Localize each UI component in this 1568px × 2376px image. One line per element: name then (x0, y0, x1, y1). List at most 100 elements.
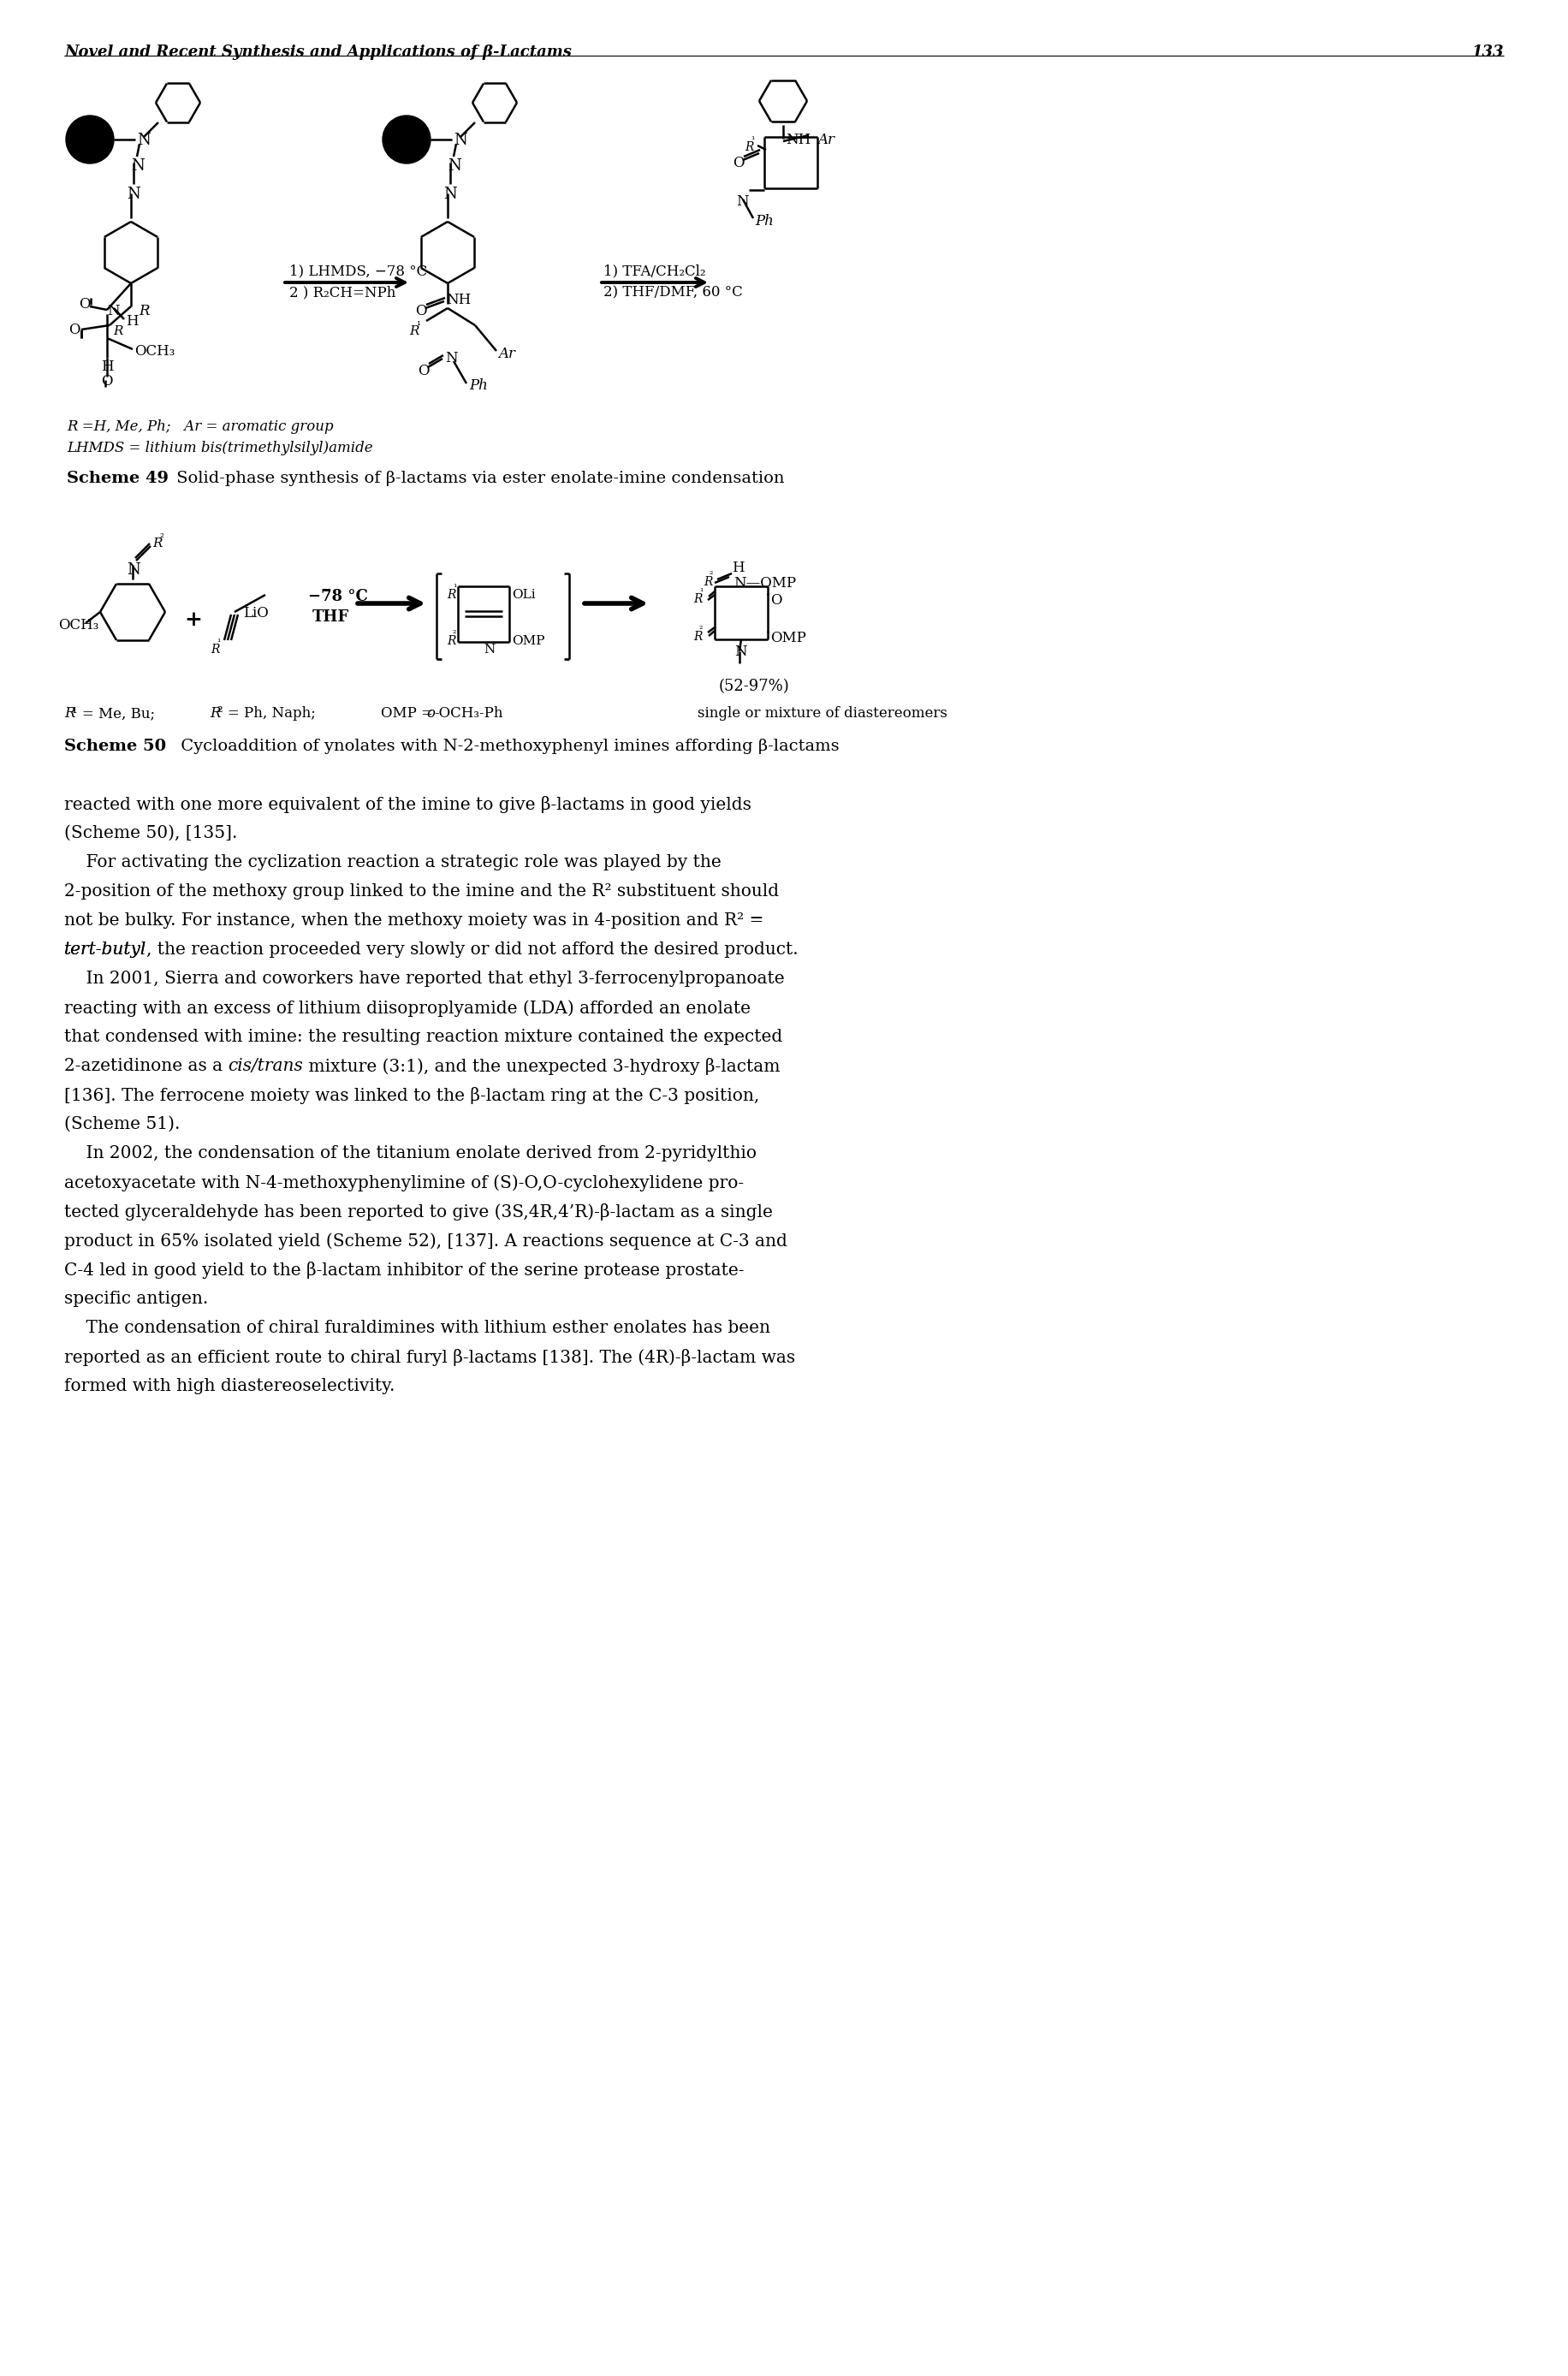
Text: H: H (125, 314, 138, 328)
Text: R: R (64, 706, 75, 720)
Text: In 2001, Sierra and coworkers have reported that ethyl 3-ferrocenylpropanoate: In 2001, Sierra and coworkers have repor… (64, 972, 784, 986)
Text: R: R (138, 304, 149, 318)
Text: -OCH₃-Ph: -OCH₃-Ph (434, 706, 503, 720)
Text: O: O (417, 364, 430, 378)
Text: N: N (107, 304, 119, 318)
Text: mixture (3:1), and the unexpected 3-hydroxy β-lactam: mixture (3:1), and the unexpected 3-hydr… (303, 1057, 781, 1074)
Text: N: N (127, 563, 140, 577)
Text: O: O (69, 323, 80, 337)
Text: OLi: OLi (511, 589, 535, 601)
Text: R: R (210, 706, 221, 720)
Text: Scheme 49: Scheme 49 (67, 470, 169, 487)
Text: ²: ² (699, 625, 702, 634)
Text: ¹: ¹ (416, 321, 420, 330)
Text: 1) TFA/CH₂Cl₂: 1) TFA/CH₂Cl₂ (604, 264, 706, 278)
Text: ²: ² (453, 630, 456, 639)
Text: acetoxyacetate with N-4-methoxyphenylimine of (S)-O,O-cyclohexylidene pro-: acetoxyacetate with N-4-methoxyphenylimi… (64, 1174, 743, 1190)
Text: O: O (416, 304, 426, 318)
Text: Ph: Ph (469, 378, 488, 392)
Text: ² = Ph, Naph;: ² = Ph, Naph; (218, 706, 315, 720)
Text: ¹: ¹ (751, 135, 754, 145)
Text: NH: NH (445, 292, 470, 307)
Text: R: R (210, 644, 220, 656)
Text: product in 65% isolated yield (Scheme 52), [137]. A reactions sequence at C-3 an: product in 65% isolated yield (Scheme 52… (64, 1233, 787, 1250)
Text: OCH₃: OCH₃ (135, 345, 176, 359)
Text: ²: ² (160, 532, 163, 544)
Text: Ph: Ph (754, 214, 773, 228)
Text: N: N (734, 644, 746, 658)
Text: O: O (78, 297, 91, 311)
Text: THF: THF (312, 608, 350, 625)
Text: NH: NH (786, 133, 811, 147)
Text: 133: 133 (1472, 45, 1504, 59)
Text: H: H (732, 561, 745, 575)
Text: OCH₃: OCH₃ (58, 618, 99, 632)
Text: (Scheme 50), [135].: (Scheme 50), [135]. (64, 824, 237, 841)
Text: 2-position of the methoxy group linked to the imine and the R² substituent shoul: 2-position of the methoxy group linked t… (64, 884, 779, 901)
Text: tert-butyl: tert-butyl (64, 941, 146, 958)
Text: Scheme 50: Scheme 50 (64, 739, 166, 753)
Text: R: R (152, 537, 162, 549)
Text: N: N (127, 188, 140, 202)
Text: reacting with an excess of lithium diisoproplyamide (LDA) afforded an enolate: reacting with an excess of lithium diiso… (64, 1000, 751, 1017)
Text: The condensation of chiral furaldimines with lithium esther enolates has been: The condensation of chiral furaldimines … (64, 1319, 770, 1335)
Text: N—OMP: N—OMP (734, 575, 797, 592)
Text: N: N (483, 644, 495, 656)
Text: N: N (136, 133, 151, 147)
Circle shape (383, 116, 431, 164)
Text: N: N (453, 133, 467, 147)
Text: , the reaction proceeded very slowly or did not afford the desired product.: , the reaction proceeded very slowly or … (146, 941, 798, 958)
Text: Novel and Recent Synthesis and Applications of β-Lactams: Novel and Recent Synthesis and Applicati… (64, 45, 572, 59)
Text: H: H (100, 359, 113, 373)
Text: 2 ) R₂CH=NPh: 2 ) R₂CH=NPh (289, 285, 395, 299)
Text: ¹: ¹ (453, 584, 456, 592)
Text: Solid-phase synthesis of β-lactams via ester enolate-imine condensation: Solid-phase synthesis of β-lactams via e… (171, 470, 784, 487)
Text: single or mixture of diastereomers: single or mixture of diastereomers (698, 706, 947, 720)
Text: LiO: LiO (243, 606, 268, 620)
Text: reported as an efficient route to chiral furyl β-lactams [138]. The (4R)-β-lacta: reported as an efficient route to chiral… (64, 1350, 795, 1366)
Text: 1) LHMDS, −78 °C: 1) LHMDS, −78 °C (289, 264, 428, 278)
Text: Ar: Ar (817, 133, 834, 147)
Text: C-4 led in good yield to the β-lactam inhibitor of the serine protease prostate-: C-4 led in good yield to the β-lactam in… (64, 1262, 745, 1278)
Text: Cycloaddition of ynolates with N-2-methoxyphenyl imines affording β-lactams: Cycloaddition of ynolates with N-2-metho… (176, 739, 839, 753)
Text: N: N (447, 159, 461, 173)
Text: O: O (770, 594, 782, 608)
Text: R: R (113, 326, 122, 337)
Text: 2-azetidinone as a: 2-azetidinone as a (64, 1057, 227, 1074)
Text: R: R (745, 140, 754, 152)
Text: R: R (704, 575, 712, 587)
Circle shape (66, 116, 114, 164)
Text: formed with high diastereoselectivity.: formed with high diastereoselectivity. (64, 1378, 395, 1395)
Text: R: R (447, 634, 456, 646)
Text: R: R (447, 589, 456, 601)
Text: R: R (409, 326, 419, 337)
Text: N: N (444, 188, 456, 202)
Text: that condensed with imine: the resulting reaction mixture contained the expected: that condensed with imine: the resulting… (64, 1029, 782, 1045)
Text: OMP: OMP (511, 634, 544, 646)
Text: N: N (132, 159, 144, 173)
Text: OMP: OMP (770, 630, 806, 646)
Text: R: R (693, 594, 702, 606)
Text: +: + (183, 608, 202, 630)
Text: −78 °C: −78 °C (309, 589, 368, 604)
Text: ²: ² (710, 570, 713, 580)
Text: specific antigen.: specific antigen. (64, 1290, 209, 1307)
Text: o: o (426, 706, 434, 720)
Text: N: N (735, 195, 748, 209)
Text: O: O (732, 157, 745, 171)
Text: 2) THF/DMF, 60 °C: 2) THF/DMF, 60 °C (604, 285, 743, 299)
Text: tert-butyl: tert-butyl (64, 941, 146, 958)
Text: N: N (445, 352, 458, 366)
Text: [136]. The ferrocene moiety was linked to the β-lactam ring at the C-3 position,: [136]. The ferrocene moiety was linked t… (64, 1086, 759, 1105)
Text: R =H, Me, Ph;   Ar = aromatic group: R =H, Me, Ph; Ar = aromatic group (67, 421, 334, 435)
Text: ¹: ¹ (216, 639, 220, 646)
Text: ¹ = Me, Bu;: ¹ = Me, Bu; (72, 706, 155, 720)
Text: (52-97%): (52-97%) (720, 680, 790, 694)
Text: cis/trans: cis/trans (227, 1057, 303, 1074)
Text: (Scheme 51).: (Scheme 51). (64, 1117, 180, 1133)
Text: For activating the cyclization reaction a strategic role was played by the: For activating the cyclization reaction … (64, 855, 721, 870)
Text: O: O (100, 373, 113, 390)
Text: LHMDS = lithium bis(trimethylsilyl)amide: LHMDS = lithium bis(trimethylsilyl)amide (67, 442, 373, 456)
Text: Ar: Ar (499, 347, 516, 361)
Text: not be bulky. For instance, when the methoxy moiety was in 4-position and R² =: not be bulky. For instance, when the met… (64, 912, 764, 929)
